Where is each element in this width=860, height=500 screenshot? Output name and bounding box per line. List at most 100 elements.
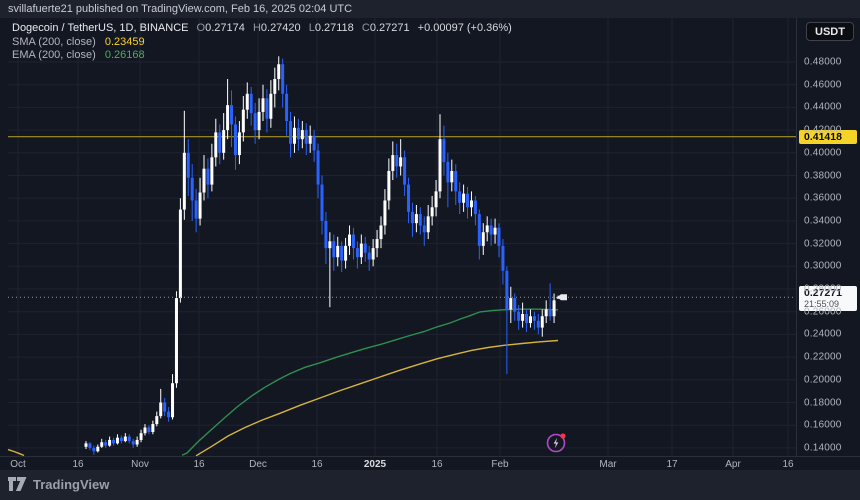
price-tick: 0.26000 bbox=[804, 306, 842, 318]
candle-up bbox=[174, 298, 178, 384]
chart-pane[interactable] bbox=[0, 18, 796, 456]
candle-up bbox=[273, 79, 277, 94]
time-tick: Nov bbox=[131, 459, 149, 470]
candle-up bbox=[300, 130, 304, 140]
candle-up bbox=[198, 192, 202, 219]
candle-up bbox=[426, 216, 430, 233]
candle-up bbox=[414, 214, 418, 224]
candle-down bbox=[536, 320, 540, 328]
candle-down bbox=[477, 214, 481, 246]
candle-down bbox=[501, 245, 505, 271]
price-tick: 0.46000 bbox=[804, 79, 842, 91]
candle-down bbox=[253, 113, 257, 131]
price-tick: 0.48000 bbox=[804, 56, 842, 68]
candle-down bbox=[473, 200, 477, 215]
candle-up bbox=[182, 152, 186, 210]
candle-up bbox=[171, 383, 175, 418]
candle-up bbox=[399, 157, 403, 167]
last-price-value: 0.27271 bbox=[804, 287, 842, 300]
candle-up bbox=[84, 443, 88, 447]
tradingview-brand-text: TradingView bbox=[33, 476, 110, 492]
candle-up bbox=[387, 170, 391, 201]
candle-up bbox=[108, 439, 112, 446]
time-tick: 2025 bbox=[363, 459, 387, 470]
lightning-icon bbox=[546, 433, 566, 453]
high-value: 0.27420 bbox=[260, 22, 301, 34]
candle-down bbox=[131, 441, 135, 445]
candle-down bbox=[285, 93, 289, 122]
candle-down bbox=[525, 313, 529, 324]
candle-down bbox=[513, 298, 517, 312]
ema-legend-row[interactable]: EMA (200, close) 0.26168 bbox=[12, 49, 512, 63]
events-lightning-button[interactable] bbox=[543, 429, 569, 455]
price-axis[interactable]: 0.41418 0.27271 21:55:09 0.48000 0.46000 0… bbox=[796, 18, 860, 456]
candle-up bbox=[96, 446, 100, 452]
candle-down bbox=[489, 225, 493, 235]
candle-down bbox=[407, 184, 411, 212]
candle-down bbox=[312, 135, 316, 151]
candle-up bbox=[391, 155, 395, 171]
candle-down bbox=[104, 442, 108, 446]
tradingview-logo-icon bbox=[8, 477, 27, 491]
candle-up bbox=[277, 64, 281, 80]
candle-up bbox=[222, 130, 226, 153]
price-tick: 0.40000 bbox=[804, 147, 842, 159]
sma-200-line[interactable] bbox=[195, 339, 559, 456]
candle-down bbox=[230, 105, 234, 125]
symbol-title: Dogecoin / TetherUS, 1D, BINANCE bbox=[12, 22, 189, 34]
tradingview-brand-link[interactable]: TradingView bbox=[8, 476, 109, 492]
candle-down bbox=[446, 161, 450, 183]
candle-down bbox=[517, 311, 521, 321]
candle-up bbox=[214, 132, 218, 158]
candle-up bbox=[344, 245, 348, 261]
candle-up bbox=[371, 248, 375, 260]
sma-200-line-stub[interactable] bbox=[7, 448, 25, 456]
candle-down bbox=[320, 184, 324, 221]
low-value: 0.27118 bbox=[314, 22, 354, 34]
candle-down bbox=[163, 402, 167, 412]
close-label: C bbox=[361, 22, 370, 34]
currency-toggle-button[interactable]: USDT bbox=[806, 22, 854, 41]
candle-up bbox=[269, 93, 273, 119]
candle-down bbox=[218, 132, 222, 153]
candle-down bbox=[532, 316, 536, 321]
candle-down bbox=[147, 427, 151, 433]
symbol-legend-row[interactable]: Dogecoin / TetherUS, 1D, BINANCE O0.2717… bbox=[12, 22, 512, 36]
price-line-label: 0.41418 bbox=[799, 129, 857, 144]
candle-up bbox=[544, 309, 548, 317]
candle-down bbox=[88, 443, 92, 448]
time-tick: Dec bbox=[249, 459, 267, 470]
candle-down bbox=[410, 211, 414, 224]
time-axis[interactable]: Oct 16 Nov 16 Dec 16 2025 16 Feb Mar 17 Apr 16 bbox=[0, 456, 860, 471]
candle-up bbox=[257, 111, 261, 131]
ema-200-line[interactable] bbox=[181, 308, 559, 456]
price-tick: 0.38000 bbox=[804, 170, 842, 181]
price-tick: 0.30000 bbox=[804, 260, 842, 272]
candle-down bbox=[233, 124, 237, 156]
price-tick: 0.24000 bbox=[804, 328, 842, 340]
candle-up bbox=[202, 168, 206, 193]
candle-up bbox=[528, 316, 532, 324]
time-tick: Mar bbox=[599, 459, 617, 470]
candle-up bbox=[241, 109, 245, 133]
candle-up bbox=[462, 193, 466, 203]
candle-down bbox=[458, 191, 462, 203]
candle-down bbox=[194, 200, 198, 219]
candle-up bbox=[159, 402, 163, 417]
sma-legend-row[interactable]: SMA (200, close) 0.23459 bbox=[12, 36, 512, 50]
time-tick: 16 bbox=[193, 459, 205, 470]
candle-down bbox=[296, 127, 300, 140]
candle-up bbox=[493, 227, 497, 235]
candle-down bbox=[505, 270, 509, 310]
candle-up bbox=[139, 433, 143, 440]
candle-down bbox=[454, 170, 458, 192]
candle-up bbox=[226, 105, 230, 131]
candle-down bbox=[332, 241, 336, 258]
price-tick: 0.16000 bbox=[804, 419, 842, 431]
candle-up bbox=[261, 98, 265, 112]
price-tick: 0.36000 bbox=[804, 192, 842, 204]
candle-down bbox=[422, 225, 426, 233]
candle-up bbox=[336, 245, 340, 258]
ema-value: 0.26168 bbox=[104, 49, 145, 61]
